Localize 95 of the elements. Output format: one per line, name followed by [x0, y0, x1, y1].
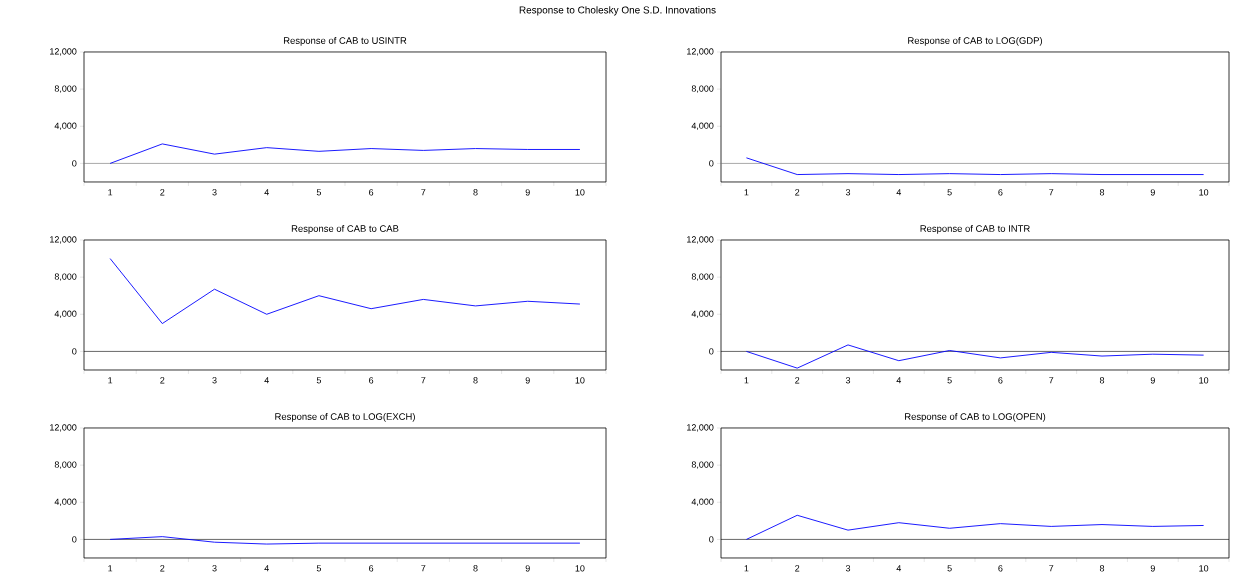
x-tick-label: 1	[744, 565, 749, 572]
y-tick-label: 0	[709, 536, 714, 543]
y-tick-label: 4,000	[54, 310, 77, 318]
x-tick-label: 5	[316, 189, 322, 196]
x-tick-label: 10	[1199, 377, 1209, 384]
x-tick-label: 8	[1099, 565, 1105, 572]
x-tick-label: 9	[525, 565, 530, 572]
line-series	[109, 143, 581, 164]
y-tick-label: 4,000	[54, 498, 77, 506]
x-tick-label: 7	[421, 377, 426, 384]
y-tick-label: 4,000	[691, 310, 714, 318]
x-tick-label: 8	[473, 377, 478, 384]
x-tick-label: 2	[160, 189, 165, 196]
x-tick-label: 1	[108, 377, 113, 384]
chart-title: Response of CAB to LOG(OPEN)	[905, 413, 1046, 422]
y-tick-label: 12,000	[50, 424, 77, 432]
x-tick-label: 8	[473, 189, 478, 196]
x-tick-label: 10	[575, 565, 585, 572]
line-series	[745, 344, 1205, 369]
x-tick-label: 2	[160, 565, 165, 572]
x-tick-label: 5	[947, 565, 952, 572]
chart-subtitle: Response of CAB to USINTR	[283, 36, 407, 46]
y-tick-label: 0	[72, 348, 77, 355]
x-tick-label: 4	[896, 377, 902, 384]
x-tick-label: 4	[264, 377, 269, 384]
x-tick-label: 6	[998, 377, 1003, 384]
chart-title: Response of CAB to LOG(GDP)	[908, 36, 1042, 46]
y-tick-label: 12,000	[687, 236, 714, 244]
y-tick-label: 4,000	[691, 498, 714, 506]
y-tick-label: 8,000	[691, 85, 714, 93]
y-tick-label: 8,000	[54, 85, 77, 93]
x-tick-label: 1	[744, 377, 749, 384]
chart-title: Response of CAB to INTR	[920, 225, 1030, 234]
x-tick-label: 1	[744, 189, 749, 196]
x-tick-label: 9	[1150, 565, 1155, 572]
x-tick-label: 7	[421, 189, 426, 196]
x-tick-label: 6	[998, 189, 1003, 196]
x-tick-label: 9	[1150, 377, 1155, 384]
y-tick-label: 0	[72, 160, 77, 167]
x-tick-label: 5	[947, 189, 952, 196]
x-tick-label: 9	[525, 377, 530, 384]
x-tick-label: 8	[1099, 377, 1105, 384]
y-tick-label: 12,000	[50, 48, 77, 56]
x-tick-label: 3	[845, 377, 851, 384]
x-tick-label: 6	[369, 565, 374, 572]
y-tick-label: 12,000	[687, 424, 714, 432]
x-tick-label: 1	[108, 189, 113, 196]
chart-title: Response to Cholesky One S.D. Innovations	[519, 6, 716, 16]
x-tick-label: 10	[575, 377, 585, 384]
x-tick-label: 7	[1049, 377, 1054, 384]
x-tick-label: 3	[845, 565, 851, 572]
y-tick-label: 0	[72, 536, 77, 543]
line-series	[745, 514, 1205, 540]
x-tick-label: 3	[845, 189, 851, 196]
y-tick-label: 12,000	[50, 236, 77, 244]
x-tick-label: 6	[998, 565, 1003, 572]
y-tick-label: 12,000	[687, 48, 714, 56]
x-tick-label: 5	[316, 565, 322, 572]
x-tick-label: 3	[212, 189, 217, 196]
y-tick-label: 8,000	[54, 461, 77, 469]
x-tick-label: 2	[795, 377, 800, 384]
x-tick-label: 2	[160, 377, 165, 384]
x-tick-label: 4	[896, 189, 902, 196]
x-tick-label: 9	[1150, 189, 1155, 196]
x-tick-label: 7	[421, 565, 426, 572]
y-tick-label: 8,000	[691, 461, 714, 469]
x-tick-label: 5	[947, 377, 952, 384]
y-tick-label: 4,000	[54, 122, 77, 130]
x-tick-label: 7	[1049, 565, 1054, 572]
y-tick-label: 0	[709, 348, 714, 355]
x-tick-label: 5	[316, 377, 322, 384]
y-tick-label: 8,000	[54, 273, 77, 281]
x-tick-label: 7	[1049, 189, 1054, 196]
x-tick-label: 4	[264, 565, 269, 572]
x-tick-label: 2	[795, 189, 800, 196]
x-tick-label: 9	[525, 189, 530, 196]
y-tick-label: 8,000	[691, 273, 714, 281]
x-tick-label: 10	[575, 189, 585, 196]
x-tick-label: 2	[795, 565, 800, 572]
x-tick-label: 3	[212, 377, 217, 384]
x-tick-label: 8	[473, 565, 478, 572]
x-tick-label: 3	[212, 565, 217, 572]
chart-title: Response of CAB to LOG(EXCH)	[275, 413, 415, 422]
line-series	[109, 258, 581, 325]
x-tick-label: 4	[896, 565, 902, 572]
x-tick-label: 10	[1199, 565, 1209, 572]
x-tick-label: 8	[1099, 189, 1105, 196]
x-tick-label: 6	[369, 189, 374, 196]
x-tick-label: 4	[264, 189, 269, 196]
x-tick-label: 1	[108, 565, 113, 572]
x-tick-label: 6	[369, 377, 374, 384]
chart-title: Response of CAB to CAB	[291, 225, 399, 234]
y-tick-label: 0	[709, 160, 714, 167]
x-tick-label: 10	[1199, 189, 1209, 196]
y-tick-label: 4,000	[691, 122, 714, 130]
